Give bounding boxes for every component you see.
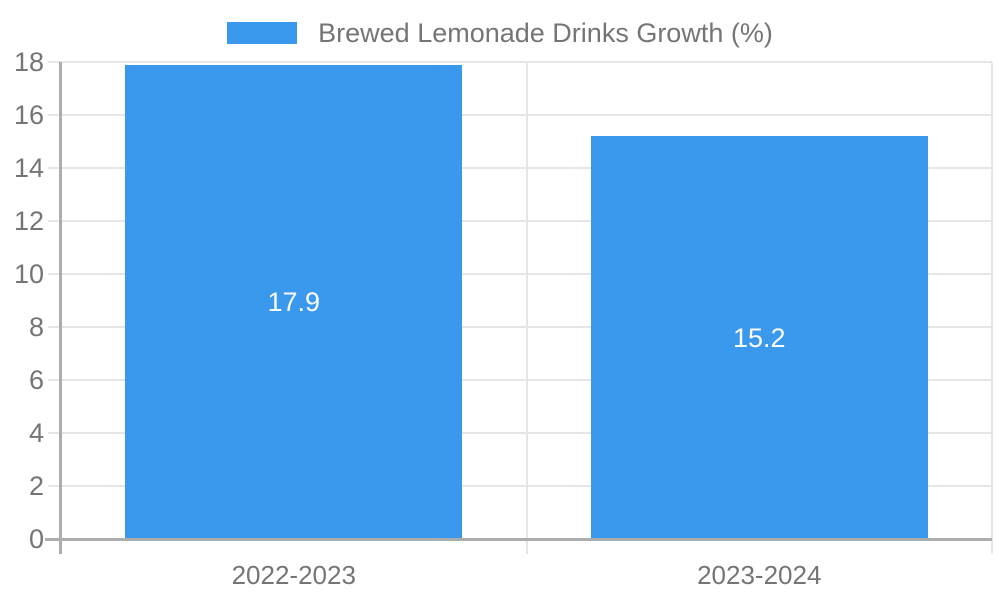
y-tick-mark — [48, 114, 61, 116]
y-tick-label: 12 — [13, 206, 44, 236]
gridline-v — [525, 62, 528, 554]
y-tick-label: 6 — [28, 365, 44, 395]
bar-value-label: 15.2 — [732, 322, 786, 353]
y-tick-mark — [48, 220, 61, 222]
y-tick-label: 4 — [28, 418, 44, 448]
y-tick-label: 0 — [28, 524, 44, 554]
y-tick-mark — [48, 273, 61, 275]
y-tick-mark — [48, 326, 61, 328]
x-tick-label: 2023-2024 — [697, 560, 822, 590]
y-tick-label: 2 — [28, 471, 44, 501]
y-tick-mark — [48, 432, 61, 434]
y-axis-line — [59, 62, 62, 554]
legend: Brewed Lemonade Drinks Growth (%) — [0, 18, 1000, 48]
y-tick-mark — [48, 167, 61, 169]
bar-value-label: 17.9 — [267, 286, 321, 317]
bar — [125, 64, 463, 538]
y-tick-label: 16 — [13, 100, 44, 130]
x-tick-label: 2022-2023 — [231, 560, 356, 590]
y-tick-label: 14 — [13, 153, 44, 183]
y-tick-label: 18 — [13, 47, 44, 77]
y-tick-mark — [48, 379, 61, 381]
y-tick-mark — [48, 485, 61, 487]
y-tick-mark — [48, 61, 61, 63]
bar — [590, 136, 928, 538]
gridline-v — [991, 62, 993, 554]
legend-label: Brewed Lemonade Drinks Growth (%) — [318, 18, 773, 48]
y-tick-label: 8 — [28, 312, 44, 342]
legend-swatch — [227, 22, 298, 44]
x-axis-line — [45, 538, 992, 541]
y-tick-label: 10 — [13, 259, 44, 289]
